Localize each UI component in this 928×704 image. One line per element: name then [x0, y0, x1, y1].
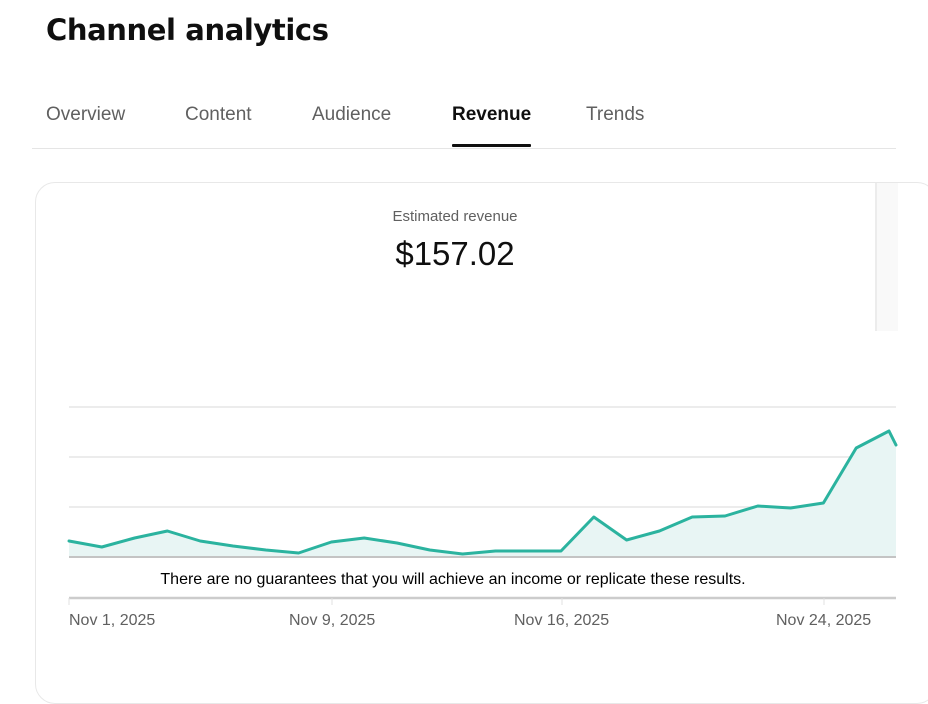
- x-axis-label: Nov 16, 2025: [514, 612, 610, 629]
- tab-content[interactable]: Content: [185, 104, 252, 125]
- x-axis-label: Nov 24, 2025: [776, 612, 872, 629]
- metric-value: $157.02: [395, 235, 515, 272]
- tab-trends[interactable]: Trends: [586, 104, 645, 125]
- analytics-tabs: Overview Content Audience Revenue Trends: [32, 96, 896, 149]
- metric-label: Estimated revenue: [392, 208, 518, 225]
- x-axis-label: Nov 9, 2025: [289, 612, 376, 629]
- income-disclaimer: There are no guarantees that you will ac…: [160, 571, 746, 588]
- side-panel: [875, 183, 898, 331]
- page-title: Channel analytics: [46, 13, 329, 47]
- x-axis-label: Nov 1, 2025: [69, 612, 156, 629]
- tab-audience[interactable]: Audience: [312, 104, 392, 125]
- estimated-revenue-metric[interactable]: Estimated revenue $157.02: [305, 205, 605, 277]
- tab-revenue[interactable]: Revenue: [452, 96, 532, 147]
- tab-overview[interactable]: Overview: [46, 104, 126, 125]
